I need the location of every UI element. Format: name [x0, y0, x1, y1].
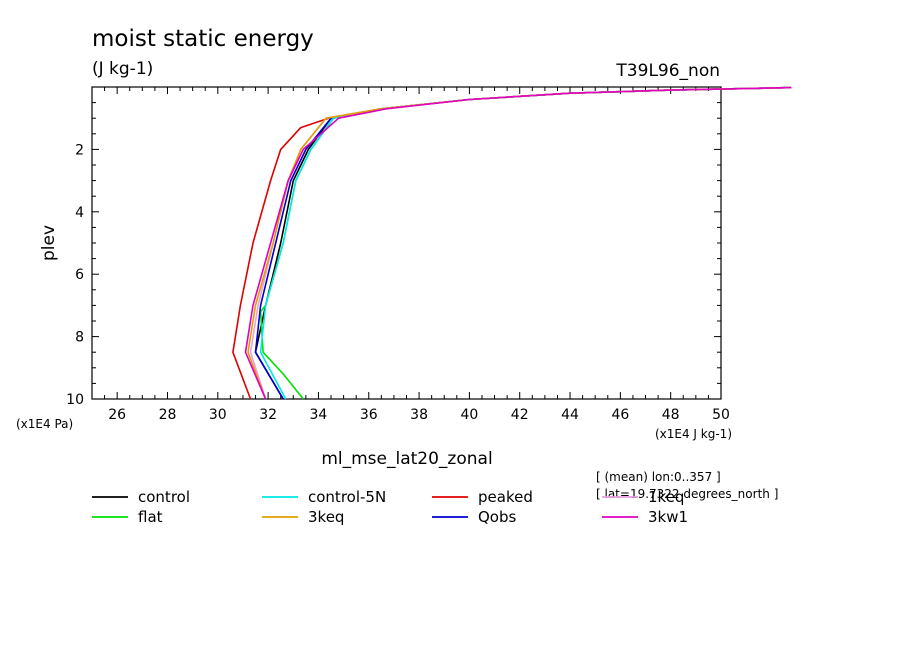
legend-label-control-5N: control-5N: [308, 488, 386, 506]
x-tick-label: 36: [360, 407, 378, 423]
lat-annotation: [ lat=19.7322 degrees_north ]: [596, 487, 778, 501]
legend-label-Qobs: Qobs: [478, 508, 517, 526]
x-tick-label: 42: [511, 407, 529, 423]
y-tick-label: 10: [66, 392, 84, 408]
x-tick-label: 48: [662, 407, 680, 423]
chart-title: moist static energy: [92, 26, 314, 52]
series-lines: [232, 86, 792, 400]
x-axis-label: ml_mse_lat20_zonal: [321, 449, 492, 469]
x-tick-label: 30: [209, 407, 227, 423]
x-tick-label: 50: [712, 407, 730, 423]
x-tick-label: 38: [410, 407, 428, 423]
x-tick-label: 32: [259, 407, 277, 423]
series-line-flat: [259, 86, 792, 400]
legend-label-peaked: peaked: [478, 488, 533, 506]
chart-units: (J kg-1): [92, 59, 153, 79]
run-id-label: T39L96_non: [615, 61, 720, 81]
y-tick-labels: 2 4 6 8 10: [66, 142, 84, 408]
y-tick-label: 8: [75, 330, 84, 346]
legend-label-control: control: [138, 488, 190, 506]
x-tick-label: 44: [561, 407, 579, 423]
plot-frame: [91, 86, 722, 400]
y-tick-label: 6: [75, 267, 84, 283]
series-line-3keq: [247, 86, 792, 400]
x-tick-labels: 26 28 30 32 34 36 38 40 42 44 46 48 50: [108, 407, 730, 423]
series-line-1keq: [249, 86, 792, 400]
x-tick-label: 40: [460, 407, 478, 423]
series-line-control-5N: [259, 86, 792, 400]
legend-label-1keq: 1keq: [648, 488, 684, 506]
x-scale-label: (x1E4 J kg-1): [655, 427, 732, 441]
x-tick-label: 46: [611, 407, 629, 423]
series-line-3kw1: [244, 86, 792, 400]
series-line-Qobs: [254, 86, 792, 400]
series-line-control: [254, 86, 792, 400]
legend-label-3kw1: 3kw1: [648, 508, 688, 526]
y-tick-label: 4: [75, 205, 84, 221]
x-tick-label: 28: [159, 407, 177, 423]
x-tick-label: 34: [310, 407, 328, 423]
y-axis-label: plev: [39, 225, 59, 261]
series-line-peaked: [232, 86, 792, 400]
lon-annotation: [ (mean) lon:0..357 ]: [596, 470, 721, 484]
legend: control peaked flat Qobs control-5N 1keq 3keq 3…: [92, 488, 688, 526]
legend-label-flat: flat: [138, 508, 163, 526]
legend-label-3keq: 3keq: [308, 508, 344, 526]
x-tick-label: 26: [108, 407, 126, 423]
y-tick-label: 2: [75, 142, 84, 158]
y-scale-label: (x1E4 Pa): [16, 417, 73, 431]
tick-marks: [91, 86, 722, 400]
